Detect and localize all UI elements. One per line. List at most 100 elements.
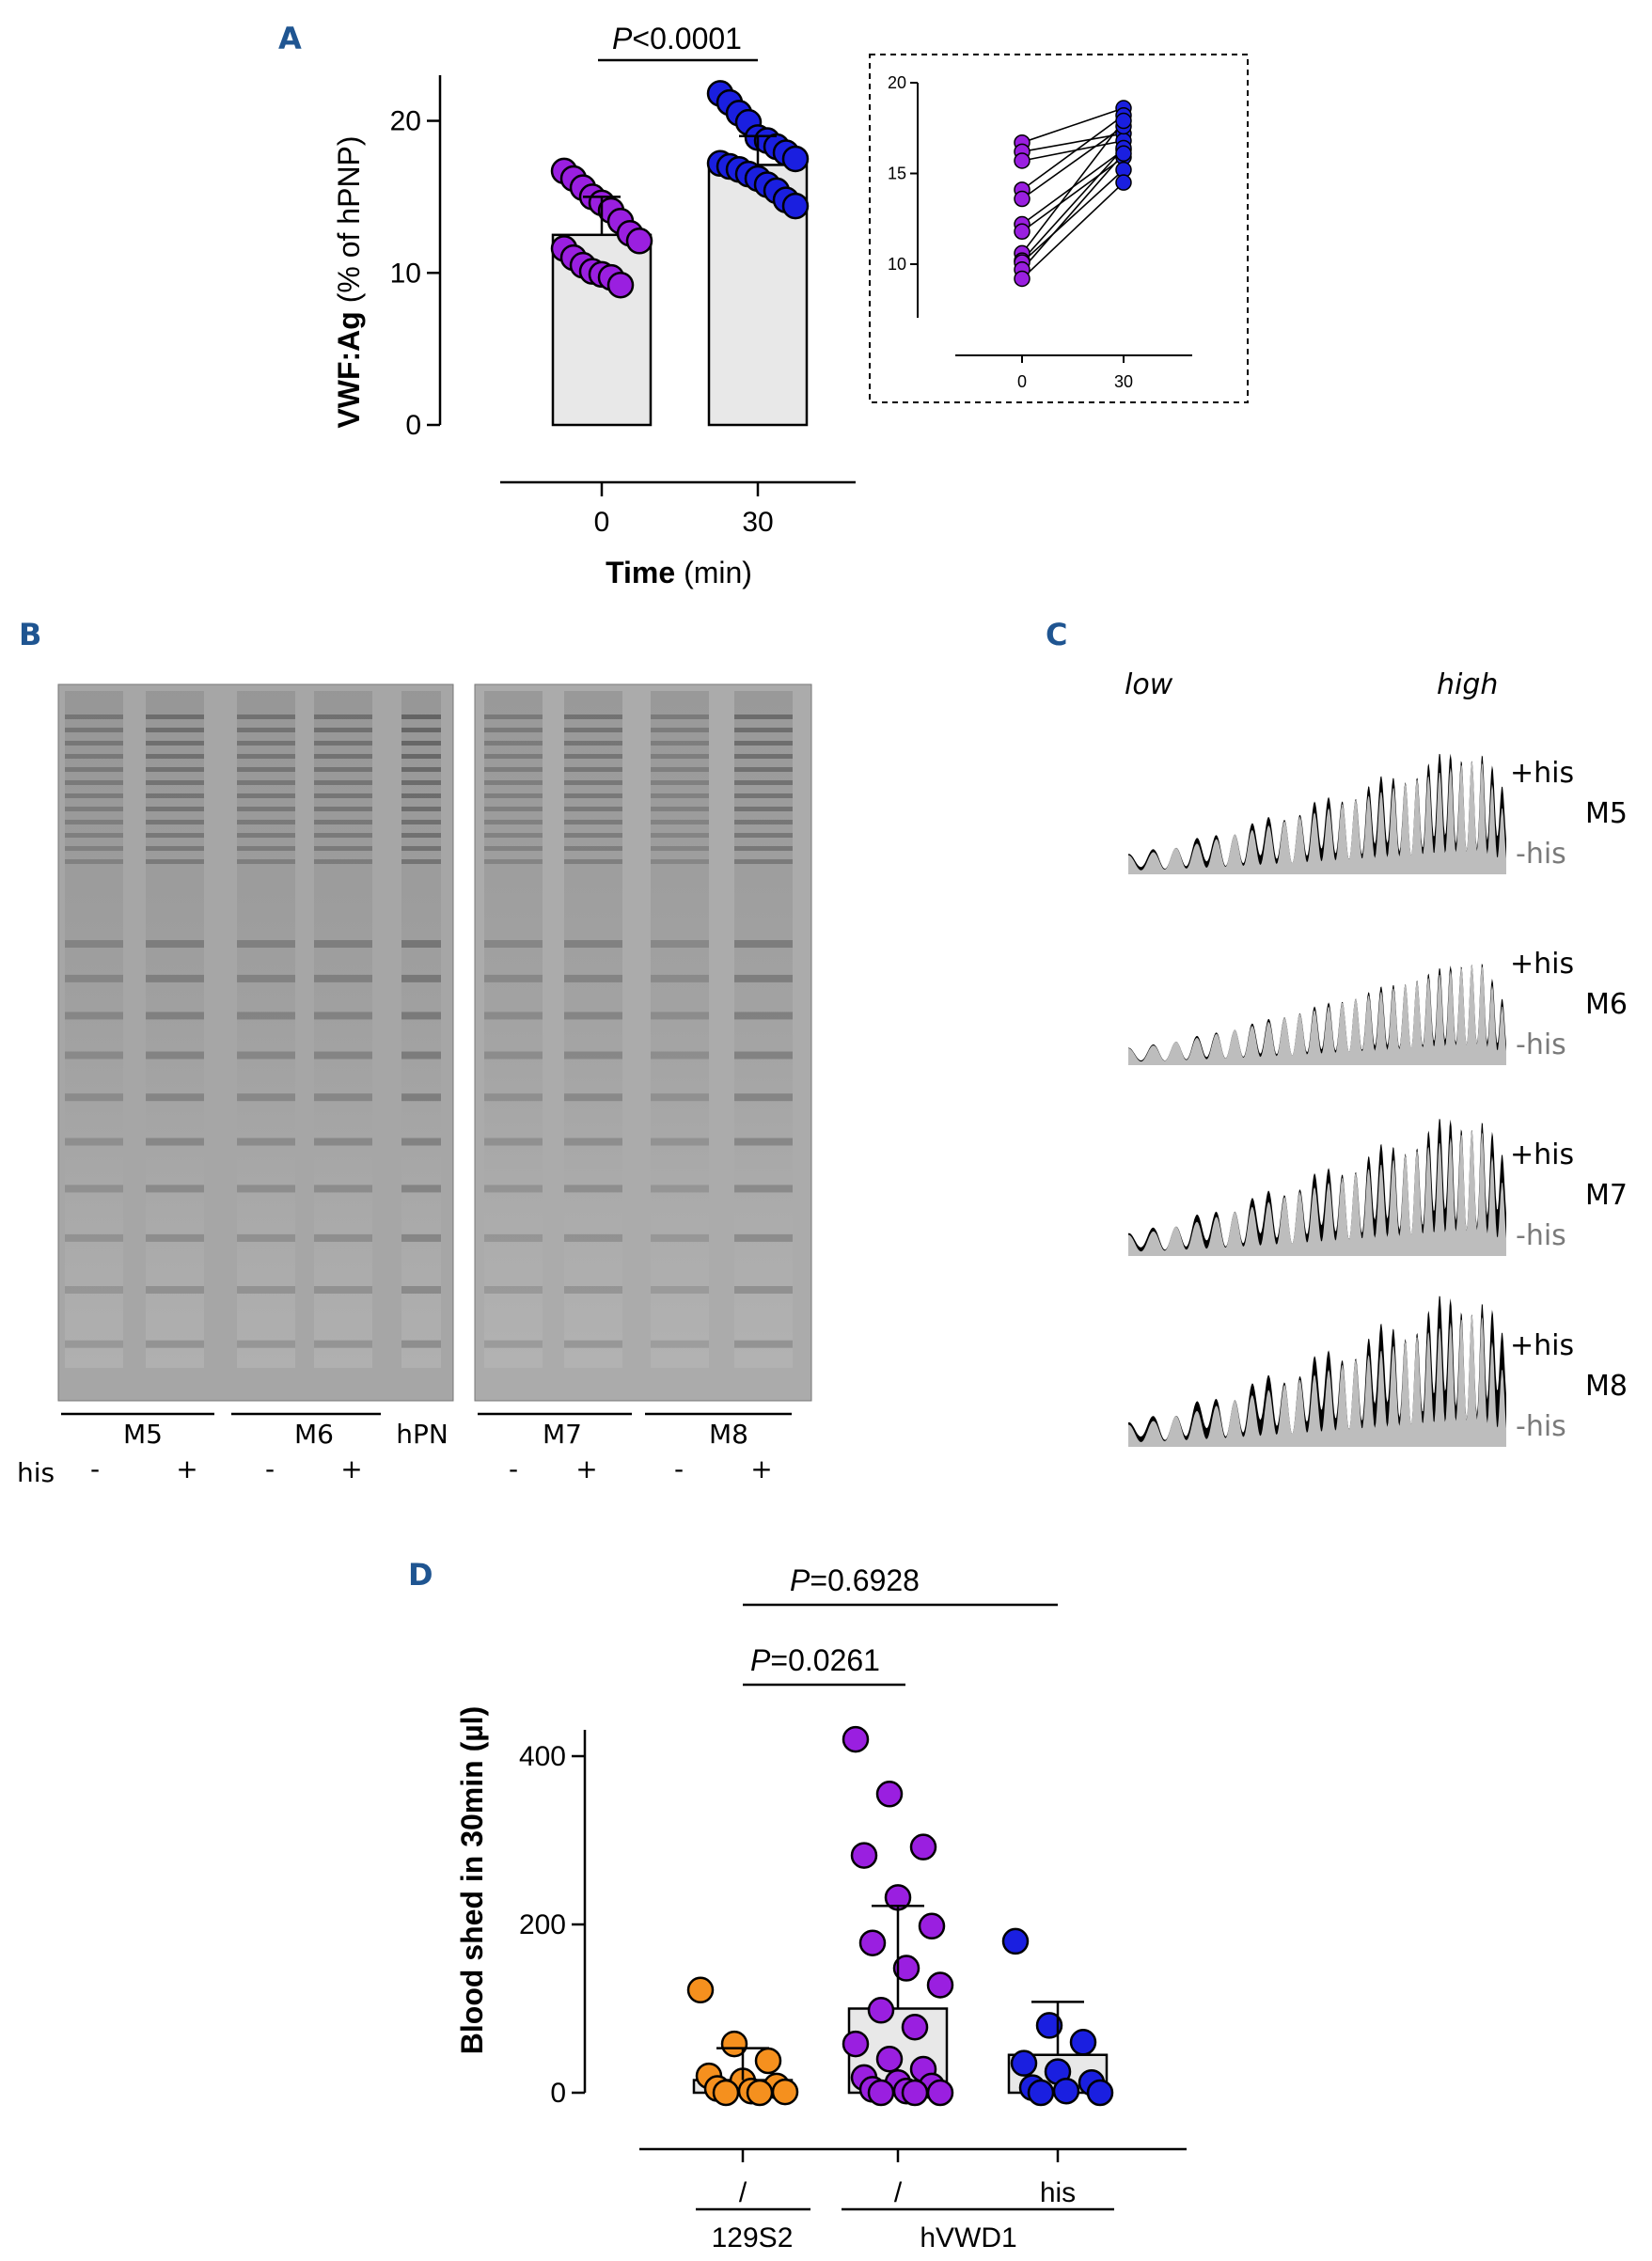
gel-label-m6: M6: [294, 1419, 334, 1450]
gel-band: [484, 1093, 543, 1102]
gel-band: [65, 859, 123, 864]
gel-band: [401, 1012, 441, 1020]
gel-band: [65, 793, 123, 798]
gel-band: [484, 833, 543, 838]
gel-m6-plus: +: [340, 1453, 362, 1484]
profile-high-label: high: [1437, 668, 1498, 701]
gel-band: [65, 974, 123, 982]
gel-band: [401, 728, 441, 732]
gel-band: [564, 793, 622, 798]
gel-band: [401, 780, 441, 785]
gel-band: [65, 767, 123, 772]
gel-band: [237, 728, 295, 732]
gel-band: [651, 1093, 709, 1102]
gel-band: [314, 741, 372, 746]
gel-band: [651, 807, 709, 811]
gel-band: [564, 940, 622, 948]
data-point: [901, 2013, 929, 2041]
panel-a-y-label: VWF:Ag (% of hPNP): [332, 135, 366, 428]
gel-band: [734, 1233, 793, 1242]
gel-band: [651, 820, 709, 824]
gel-band: [401, 754, 441, 759]
gel-band: [401, 793, 441, 798]
gel-band: [401, 846, 441, 851]
gel-band: [314, 820, 372, 824]
gel-band: [484, 1051, 543, 1060]
panel-d-axes: [572, 1730, 1187, 2162]
gel-band: [65, 846, 123, 851]
profile-mouse-label: M5: [1585, 797, 1628, 830]
profile-plots: +his -his M5 +his -his M6 +his -his M7 +his -his M8: [1128, 753, 1628, 1447]
panel-b-gel: M5 M6 hPN M7 M8 his - + - + - + - +: [17, 683, 812, 1488]
gel-lane: [237, 691, 295, 1368]
inset-x-tick-0: 0: [1017, 372, 1027, 391]
gel-band: [401, 974, 441, 982]
gel-band: [484, 1340, 543, 1348]
gel-band: [314, 974, 372, 982]
gel-band: [314, 728, 372, 732]
gel-band: [237, 820, 295, 824]
data-point: [1069, 2029, 1097, 2056]
gel-band: [484, 807, 543, 811]
gel-m7-minus: -: [509, 1453, 518, 1484]
data-point: [926, 1971, 954, 1999]
gel-band: [237, 846, 295, 851]
inset-y-tick-10: 10: [888, 255, 906, 274]
gel-band: [651, 728, 709, 732]
data-point: [1010, 2049, 1038, 2077]
gel-band: [314, 767, 372, 772]
data-point: [901, 2079, 929, 2107]
gel-band: [564, 767, 622, 772]
gel-band: [734, 793, 793, 798]
data-point-0min: [1014, 190, 1031, 208]
gel-band: [484, 1233, 543, 1242]
gel-band: [564, 807, 622, 811]
profile-minus-his-m8: [1128, 1314, 1506, 1447]
gel-band: [314, 780, 372, 785]
data-point: [909, 1833, 937, 1861]
pair-line: [1021, 133, 1125, 153]
gel-his-label: his: [17, 1457, 55, 1488]
gel-band: [401, 741, 441, 746]
gel-band: [734, 714, 793, 719]
pair-line: [1021, 181, 1125, 280]
panel-d-x-tick-hvwd1-none: /: [894, 2177, 903, 2208]
gel-band: [65, 820, 123, 824]
gel-lane: [564, 691, 622, 1368]
gel-m7-plus: +: [575, 1453, 597, 1484]
gel-band: [484, 1138, 543, 1146]
panel-a-y-tick-20: 20: [390, 106, 421, 137]
gel-band: [651, 1138, 709, 1146]
profile-minus-his-m7: [1128, 1130, 1506, 1256]
data-point: [867, 1997, 895, 2024]
gel-band: [564, 714, 622, 719]
data-point-0min: [1014, 152, 1031, 169]
gel-band: [65, 807, 123, 811]
panel-label-a: A: [278, 21, 302, 56]
pair-line: [1021, 152, 1125, 271]
gel-band: [651, 1340, 709, 1348]
gel-band: [237, 1286, 295, 1294]
data-point: [1027, 2079, 1055, 2107]
gel-m5-plus: +: [176, 1453, 197, 1484]
profile-low-label: low: [1125, 668, 1173, 701]
gel-band: [65, 1051, 123, 1060]
gel-band: [401, 940, 441, 948]
gel-band: [237, 714, 295, 719]
gel-band: [237, 1093, 295, 1102]
gel-band: [314, 940, 372, 948]
gel-label-m8: M8: [709, 1419, 748, 1450]
gel-band: [564, 1233, 622, 1242]
data-point: [720, 2030, 748, 2058]
gel-band: [146, 859, 204, 864]
panel-a-axes: [427, 75, 856, 496]
panel-a-y-tick-10: 10: [390, 258, 421, 289]
gel-band: [734, 728, 793, 732]
gel-band: [65, 714, 123, 719]
gel-band: [237, 767, 295, 772]
data-point-30min: [1115, 112, 1132, 130]
gel-band: [146, 1185, 204, 1193]
profile-mouse-label: M6: [1585, 988, 1628, 1021]
data-point: [926, 2079, 954, 2107]
panel-d-chart: Blood shed in 30min (µl) P=0.6928 P=0.02…: [455, 1563, 1187, 2253]
